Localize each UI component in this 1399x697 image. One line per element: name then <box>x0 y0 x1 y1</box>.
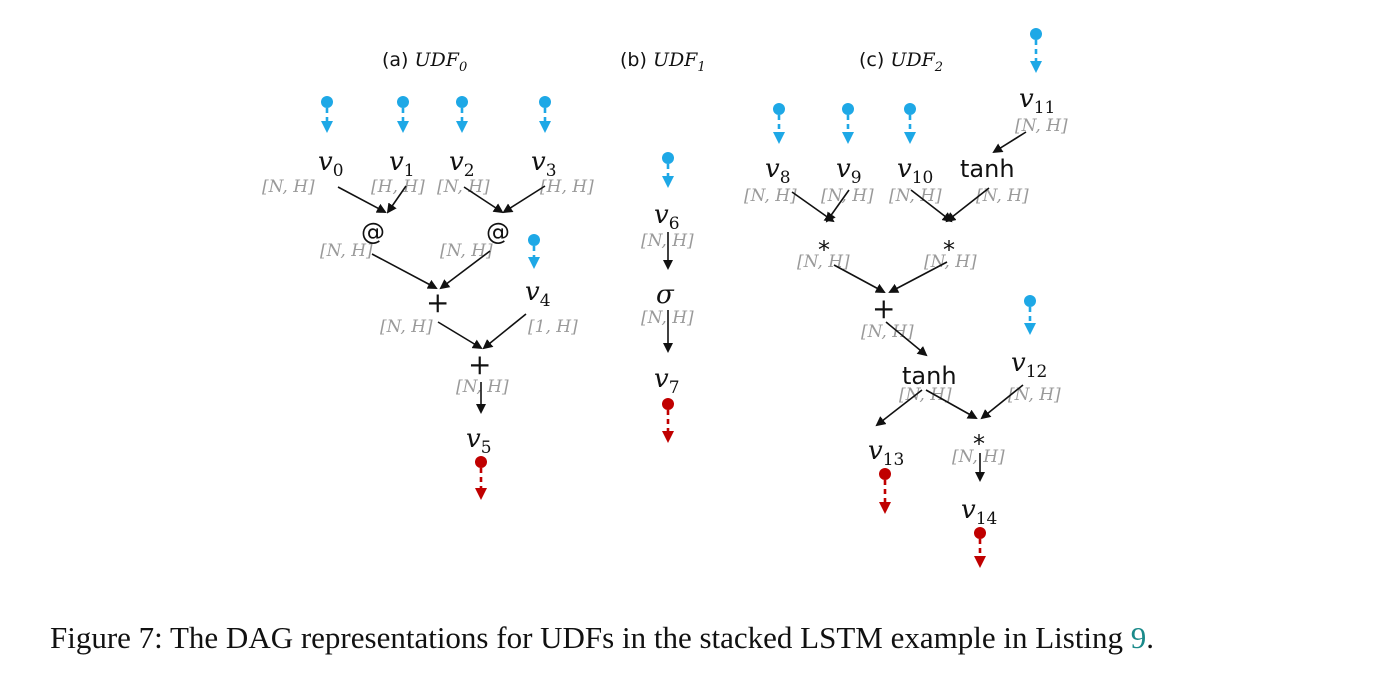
variable-v3: v3 <box>531 147 557 181</box>
shape-label: [N, H] <box>924 252 977 272</box>
variable-v10: v10 <box>897 154 933 188</box>
shape-label: [N, H] <box>1015 116 1068 136</box>
caption-text: Figure 7: The DAG representations for UD… <box>50 620 1131 655</box>
op-matmul: @ <box>486 218 510 246</box>
edge <box>833 264 886 293</box>
input-marker <box>397 96 409 133</box>
shape-label: [N, H] <box>952 447 1005 467</box>
input-marker <box>904 103 916 144</box>
shape-label: [N, H] <box>976 186 1029 206</box>
input-marker <box>321 96 333 133</box>
op-sigmoid: σ <box>656 280 675 310</box>
input-marker <box>662 152 674 188</box>
variable-v9: v9 <box>836 154 862 188</box>
edge <box>371 253 438 289</box>
shape-label: [N, H] <box>440 241 493 261</box>
op-add: + <box>426 286 449 319</box>
output-marker <box>879 468 891 514</box>
op-add: + <box>872 292 895 325</box>
shape-label: [N, H] <box>1008 385 1061 405</box>
input-marker <box>1024 295 1036 335</box>
op-tanh: tanh <box>960 155 1015 183</box>
variable-v7: v7 <box>654 364 680 398</box>
shape-label: [N, H] <box>262 177 315 197</box>
edge <box>980 384 1024 420</box>
edge <box>439 250 491 290</box>
edge <box>502 185 546 214</box>
op-mul: * <box>943 236 955 264</box>
edge <box>945 187 990 223</box>
edge <box>482 313 527 350</box>
input-marker <box>539 96 551 133</box>
variable-v8: v8 <box>765 154 791 188</box>
edge <box>463 186 504 214</box>
variable-v11: v11 <box>1019 84 1055 118</box>
shape-label: [H, H] <box>540 177 594 197</box>
shape-label: [N, H] <box>437 177 490 197</box>
dag-diagram: (a) UDF0 (b) UDF1 (c) UDF2 v0 v1 v2 v3 v… <box>262 28 1068 568</box>
variable-v5: v5 <box>466 424 492 458</box>
input-marker <box>773 103 785 144</box>
edge <box>925 389 978 419</box>
op-mul: * <box>973 430 985 458</box>
panel-c-title: (c) UDF2 <box>859 49 943 75</box>
shape-label: [N, H] <box>380 317 433 337</box>
variable-v14: v14 <box>961 495 997 529</box>
caption-end: . <box>1146 620 1155 655</box>
op-add: + <box>468 348 491 381</box>
shape-label: [N, H] <box>889 186 942 206</box>
input-marker <box>1030 28 1042 73</box>
edge <box>888 261 948 293</box>
panel-a-title: (a) UDF0 <box>382 49 467 75</box>
output-marker <box>662 398 674 443</box>
edge <box>910 189 953 223</box>
shape-label: [N, H] <box>456 377 509 397</box>
variable-v1: v1 <box>389 147 415 181</box>
shape-label: [1, H] <box>528 317 578 337</box>
output-marker <box>475 456 487 500</box>
edge <box>875 389 923 427</box>
input-marker <box>528 234 540 269</box>
edge <box>885 321 928 357</box>
edge <box>825 189 850 223</box>
op-mul: * <box>818 236 830 264</box>
shape-label: [H, H] <box>371 177 425 197</box>
variable-v13: v13 <box>868 436 904 470</box>
listing-link[interactable]: 9 <box>1130 620 1147 655</box>
variable-v6: v6 <box>654 200 680 234</box>
variable-v4: v4 <box>525 277 551 311</box>
edge <box>992 131 1027 154</box>
op-tanh: tanh <box>902 362 957 390</box>
variable-v12: v12 <box>1011 348 1047 382</box>
output-marker <box>974 527 986 568</box>
op-matmul: @ <box>361 218 385 246</box>
edge <box>437 321 483 350</box>
shape-label: [N, H] <box>821 186 874 206</box>
edge <box>337 186 387 213</box>
shape-label: [N, H] <box>899 385 952 405</box>
variable-v0: v0 <box>318 147 344 181</box>
variable-v2: v2 <box>449 147 475 181</box>
shape-label: [N, H] <box>320 241 373 261</box>
shape-label: [N, H] <box>744 186 797 206</box>
figure-caption: Figure 7: The DAG representations for UD… <box>50 620 1390 656</box>
input-marker <box>456 96 468 133</box>
input-marker <box>842 103 854 144</box>
panel-b-title: (b) UDF1 <box>620 49 706 75</box>
edge <box>386 185 407 214</box>
shape-label: [N, H] <box>861 322 914 342</box>
